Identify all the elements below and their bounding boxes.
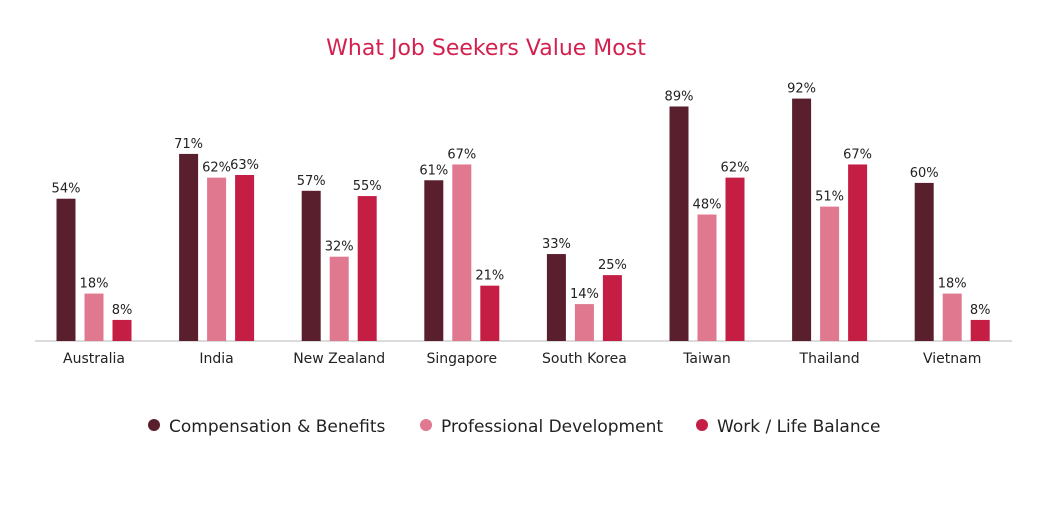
bar <box>424 180 444 341</box>
x-tick-label: Australia <box>63 351 125 367</box>
legend-marker <box>696 419 708 431</box>
data-label: 33% <box>542 237 571 252</box>
bar <box>179 153 199 341</box>
bar <box>235 174 255 341</box>
data-label: 48% <box>693 198 722 213</box>
data-label: 89% <box>665 89 694 104</box>
bar <box>546 254 566 341</box>
x-tick-label: Vietnam <box>923 351 981 367</box>
bar <box>792 98 812 341</box>
data-label: 25% <box>598 258 627 273</box>
data-label: 18% <box>938 277 967 292</box>
legend-label: Work / Life Balance <box>717 417 880 437</box>
data-label: 92% <box>787 82 816 97</box>
legend-label: Compensation & Benefits <box>169 417 385 437</box>
data-label: 67% <box>447 147 476 162</box>
bar <box>725 177 745 341</box>
data-label: 51% <box>815 190 844 205</box>
bar <box>452 164 472 341</box>
bar <box>942 293 962 341</box>
bar <box>84 293 104 341</box>
data-label: 67% <box>843 147 872 162</box>
data-label: 55% <box>353 179 382 194</box>
data-label: 14% <box>570 287 599 302</box>
data-label: 62% <box>202 161 231 176</box>
data-label: 57% <box>297 174 326 189</box>
data-label: 61% <box>419 163 448 178</box>
bar <box>574 304 594 341</box>
bar <box>669 106 689 341</box>
bar <box>697 214 717 341</box>
bar <box>480 285 500 341</box>
bar <box>848 164 868 341</box>
chart-title: What Job Seekers Value Most <box>326 36 646 61</box>
x-tick-label: Thailand <box>799 351 860 367</box>
bar <box>112 319 132 341</box>
bar <box>357 196 377 341</box>
legend-label: Professional Development <box>441 417 663 437</box>
data-label: 32% <box>325 240 354 255</box>
x-tick-label: South Korea <box>542 351 627 367</box>
legend-marker <box>148 419 160 431</box>
bar <box>602 275 622 341</box>
x-tick-label: New Zealand <box>293 351 385 367</box>
data-label: 8% <box>112 303 133 318</box>
bar <box>329 256 349 341</box>
bar <box>301 190 321 341</box>
data-label: 54% <box>52 182 81 197</box>
bar <box>56 198 76 341</box>
bar <box>207 177 227 341</box>
data-label: 8% <box>970 303 991 318</box>
x-tick-label: India <box>199 351 233 367</box>
data-label: 63% <box>230 158 259 173</box>
x-tick-label: Taiwan <box>682 351 731 367</box>
x-tick-label: Singapore <box>426 351 497 367</box>
data-label: 18% <box>80 277 109 292</box>
bar <box>970 319 990 341</box>
data-label: 21% <box>475 269 504 284</box>
data-label: 71% <box>174 137 203 152</box>
legend-marker <box>420 419 432 431</box>
bar <box>820 206 840 341</box>
data-label: 60% <box>910 166 939 181</box>
data-label: 62% <box>721 161 750 176</box>
bar <box>914 182 934 341</box>
